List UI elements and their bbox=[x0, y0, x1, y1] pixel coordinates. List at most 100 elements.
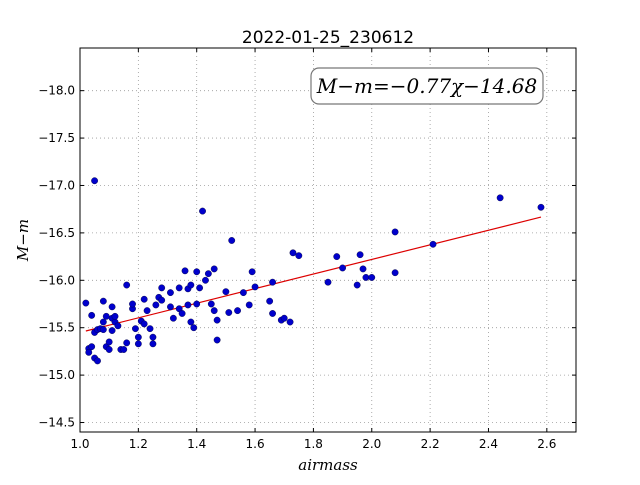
data-point bbox=[167, 289, 174, 297]
x-tick-label: 1.2 bbox=[129, 437, 148, 451]
data-point bbox=[248, 268, 256, 276]
data-point bbox=[266, 297, 274, 305]
data-point bbox=[175, 284, 183, 292]
data-point bbox=[140, 320, 148, 328]
data-point bbox=[99, 318, 107, 326]
data-point bbox=[184, 301, 192, 309]
data-point bbox=[204, 270, 212, 278]
data-point bbox=[134, 340, 142, 348]
data-point bbox=[99, 297, 107, 305]
plot-area-frame bbox=[79, 47, 577, 433]
data-point bbox=[149, 333, 157, 341]
x-tick-label: 1.4 bbox=[187, 437, 206, 451]
data-point bbox=[333, 253, 341, 260]
data-point bbox=[120, 346, 128, 353]
y-tick-label: −15.5 bbox=[38, 321, 75, 335]
data-point bbox=[324, 278, 332, 286]
data-points bbox=[82, 177, 545, 365]
data-point bbox=[178, 310, 186, 317]
data-point bbox=[181, 267, 189, 275]
data-point bbox=[187, 281, 195, 289]
data-point bbox=[202, 276, 209, 284]
data-point bbox=[353, 281, 361, 289]
data-point bbox=[88, 343, 96, 351]
fit-equation-text: M−m=−0.77χ−14.68 bbox=[316, 74, 537, 98]
data-point bbox=[537, 203, 545, 211]
data-point bbox=[213, 316, 221, 324]
data-point bbox=[105, 346, 113, 353]
data-point bbox=[129, 300, 136, 308]
data-point bbox=[368, 274, 376, 281]
data-point bbox=[295, 252, 303, 260]
data-point bbox=[167, 303, 174, 311]
data-point bbox=[269, 310, 276, 317]
data-point bbox=[339, 264, 346, 272]
y-axis-label: M−m bbox=[14, 219, 32, 262]
data-point bbox=[158, 296, 166, 304]
data-point bbox=[123, 339, 131, 347]
data-point bbox=[391, 269, 399, 277]
data-point bbox=[187, 318, 195, 326]
y-tick-label: −18.0 bbox=[38, 84, 75, 98]
data-point bbox=[169, 314, 177, 322]
data-point bbox=[496, 194, 504, 202]
x-tick-label: 2.0 bbox=[362, 437, 381, 451]
data-point bbox=[196, 284, 204, 292]
data-point bbox=[94, 357, 101, 365]
data-point bbox=[356, 251, 364, 259]
data-point bbox=[222, 288, 230, 296]
y-tick-label: −14.5 bbox=[38, 416, 75, 430]
axis-ticks: 1.0 1.2 1.4 1.6 1.8 2.0 2.2 2.4 2.6 −14.5 −15.0 −15… bbox=[38, 48, 576, 451]
data-point bbox=[134, 333, 142, 341]
y-tick-label: −16.0 bbox=[38, 273, 75, 287]
data-point bbox=[105, 338, 113, 346]
data-point bbox=[108, 327, 116, 334]
data-point bbox=[234, 307, 241, 315]
data-point bbox=[193, 268, 201, 276]
data-point bbox=[111, 312, 119, 320]
data-point bbox=[207, 300, 215, 308]
data-point bbox=[140, 295, 148, 303]
data-point bbox=[269, 278, 276, 286]
x-tick-label: 1.0 bbox=[70, 437, 89, 451]
data-point bbox=[228, 237, 236, 244]
chart-title: 2022-01-25_230612 bbox=[242, 28, 414, 48]
y-tick-label: −15.0 bbox=[38, 368, 75, 382]
data-point bbox=[245, 301, 253, 309]
x-tick-label: 1.8 bbox=[304, 437, 323, 451]
data-point bbox=[132, 325, 139, 333]
data-point bbox=[429, 240, 437, 248]
data-point bbox=[286, 318, 294, 326]
fit-line-group bbox=[85, 216, 542, 332]
annotation-frame bbox=[310, 67, 544, 105]
data-point bbox=[149, 340, 157, 348]
data-point bbox=[88, 311, 96, 319]
data-point bbox=[193, 300, 201, 308]
data-point bbox=[239, 289, 247, 297]
data-point bbox=[114, 322, 122, 330]
y-tick-label: −17.5 bbox=[38, 131, 75, 145]
data-point bbox=[108, 303, 116, 311]
data-point bbox=[102, 312, 110, 320]
data-point bbox=[146, 325, 154, 333]
gridlines bbox=[80, 48, 576, 432]
fit-annotation-box: M−m=−0.77χ−14.68 bbox=[310, 67, 544, 105]
data-point bbox=[158, 284, 166, 292]
data-point bbox=[251, 283, 259, 291]
data-point bbox=[391, 228, 399, 236]
data-point bbox=[190, 324, 198, 332]
data-point bbox=[210, 307, 218, 315]
data-point bbox=[210, 265, 218, 273]
data-point bbox=[85, 348, 93, 356]
data-point bbox=[225, 309, 233, 316]
data-point bbox=[289, 249, 297, 257]
data-point bbox=[362, 274, 370, 281]
x-axis-label: airmass bbox=[298, 456, 358, 474]
data-point bbox=[91, 177, 98, 185]
x-tick-label: 2.2 bbox=[421, 437, 440, 451]
data-point bbox=[213, 336, 221, 344]
y-tick-label: −16.5 bbox=[38, 226, 75, 240]
data-point bbox=[82, 299, 90, 307]
